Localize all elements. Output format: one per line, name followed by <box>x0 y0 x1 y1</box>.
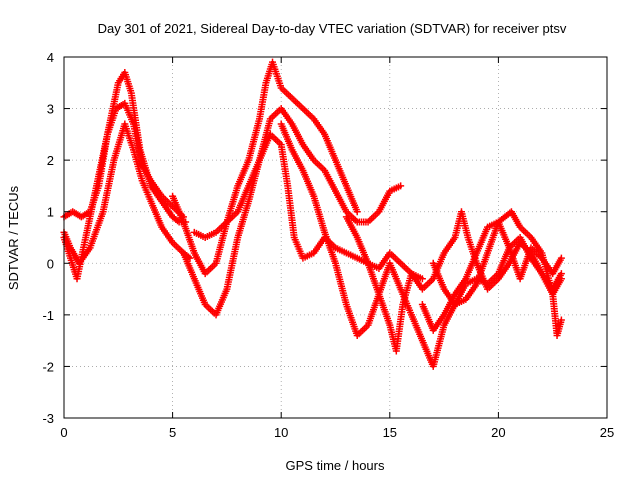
y-tick-label: 0 <box>47 256 54 271</box>
data-point <box>353 208 361 216</box>
y-tick-label: 2 <box>47 153 54 168</box>
data-point <box>557 316 565 324</box>
x-tick-label: 10 <box>274 425 288 440</box>
x-tick-label: 5 <box>169 425 176 440</box>
y-tick-label: 1 <box>47 205 54 220</box>
x-axis-label: GPS time / hours <box>286 458 385 473</box>
y-axis-ticks: -3 -2 -1 0 1 2 3 4 <box>42 50 607 426</box>
data-point <box>557 254 565 262</box>
y-tick-label: 3 <box>47 102 54 117</box>
chart-title: Day 301 of 2021, Sidereal Day-to-day VTE… <box>98 21 567 36</box>
x-tick-label: 0 <box>60 425 67 440</box>
y-tick-label: -3 <box>42 411 54 426</box>
y-tick-label: 4 <box>47 50 54 65</box>
data-point <box>557 275 565 283</box>
grid-lines <box>64 57 607 418</box>
x-tick-label: 20 <box>491 425 505 440</box>
data-point <box>397 182 405 190</box>
plot-frame <box>63 56 608 419</box>
x-tick-label: 15 <box>383 425 397 440</box>
y-axis-label: SDTVAR / TECUs <box>6 185 21 290</box>
data-point <box>418 275 426 283</box>
y-tick-label: -2 <box>42 359 54 374</box>
data-points <box>60 58 565 370</box>
x-axis-ticks: 0 5 10 15 20 25 <box>60 57 614 440</box>
y-tick-label: -1 <box>42 308 54 323</box>
x-tick-label: 25 <box>600 425 614 440</box>
